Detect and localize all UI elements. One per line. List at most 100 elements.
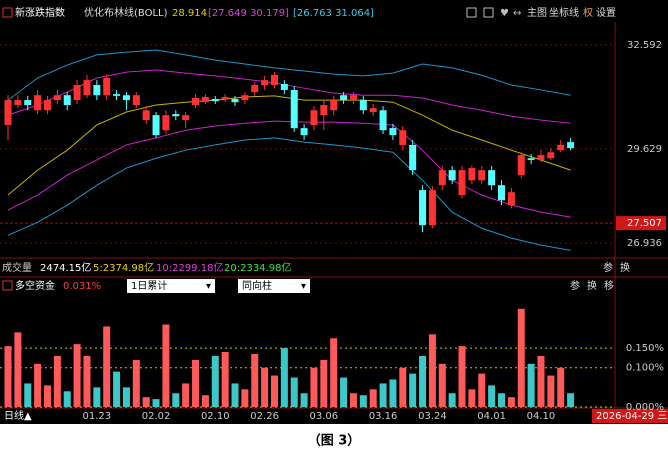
candle-body [557,144,565,151]
bar [507,397,515,407]
bar [122,387,130,407]
candle-body [478,170,486,181]
candle-body [448,170,456,181]
toolbar-button[interactable]: 坐标线 [549,6,579,19]
date-box [592,409,668,423]
bar [537,355,545,407]
bar [211,355,219,407]
caption: （图 3） [308,433,361,449]
fund-title: 多空资金 [15,279,55,292]
bar [162,324,170,407]
zoom-out[interactable] [483,7,494,18]
candle-body [428,190,436,226]
candle-body [103,78,111,96]
candle-body [93,85,101,96]
bar [567,393,575,407]
y-tick-label: 0.000% [626,402,664,413]
bar [241,389,249,407]
mode-select-text[interactable]: 同向柱 [242,279,272,292]
candle-body [53,95,61,101]
boll-line [7,137,571,251]
fund-button[interactable]: 换 [587,279,597,292]
candle-body [113,94,121,96]
candle-body [14,100,22,106]
candle-body [43,100,51,111]
bar [349,393,357,407]
volume-ma5: 5:2374.98亿 [93,261,154,274]
y-tick-label: 26.936 [627,238,662,249]
y-tick-label: 0.100% [626,363,664,374]
bar [547,375,555,407]
volume-button[interactable]: 参 [603,261,613,274]
price-marker-box [616,216,666,231]
volume-button[interactable]: 换 [620,261,630,274]
candle-body [567,142,575,149]
bar [221,352,229,407]
candle-body [458,170,466,196]
zoom-in[interactable] [466,7,477,18]
bar [261,367,269,407]
bar [389,379,397,407]
boll-inner: [27.649 30.179] [208,8,289,19]
x-tick-label: 02.02 [142,411,171,422]
candle-body [320,105,328,116]
period-select-text[interactable]: 1日累计 [131,279,167,292]
bar [517,308,525,407]
y-tick-label: 0.150% [626,343,664,354]
bar [399,367,407,407]
candle-body [122,95,130,101]
candle-body [340,95,348,101]
toolbar-button[interactable]: 设置 [596,7,616,19]
candle-body [517,155,525,176]
fund-icon [2,280,13,291]
boll-outer: [26.763 31.064] [293,8,374,19]
candle-body [468,168,476,181]
x-tick-label: 04.10 [527,411,556,422]
expand[interactable]: ↔ [513,8,521,19]
bar [93,387,101,407]
bar [468,389,476,407]
bar [409,373,417,407]
candle-body [527,158,535,160]
toolbar-button[interactable]: 主图 [527,7,547,19]
candle-body [310,110,318,125]
bar [340,377,348,407]
candle-body [211,99,219,102]
candle-body [349,95,357,101]
volume-total: 2474.15亿 [40,261,91,274]
bar [83,355,91,407]
candle-body [280,83,288,90]
candle-body [142,110,150,121]
favorite[interactable]: ♥ [500,8,509,19]
candle-body [34,95,42,111]
volume-ma10: 10:2299.18亿 [156,261,223,274]
candle-body [537,155,545,160]
bar [53,355,61,407]
toolbar-button[interactable]: 权 [583,6,593,19]
bar [310,367,318,407]
fund-button[interactable]: 参 [570,279,580,292]
y-tick-label: 32.592 [627,40,662,51]
bar [498,393,505,407]
candle-body [24,100,32,106]
bar [527,363,535,407]
dropdown-arrow[interactable]: ▾ [301,281,306,292]
bar [300,393,308,407]
bar [428,334,436,407]
candle-body [221,96,229,100]
candle-body [419,190,427,226]
candle-body [4,100,12,125]
period-label[interactable]: 日线▲ [4,409,32,422]
mode-select[interactable] [238,279,310,293]
x-tick-label: 02.10 [201,411,230,422]
bar [231,383,239,407]
fund-button[interactable]: 移 [604,279,614,292]
period-select[interactable] [127,279,215,293]
candle-body [261,80,269,86]
boll-mid: 28.914 [172,8,207,19]
bar [488,385,496,407]
boll-line [7,69,571,124]
index-icon [2,7,13,18]
dropdown-arrow[interactable]: ▾ [206,281,211,292]
